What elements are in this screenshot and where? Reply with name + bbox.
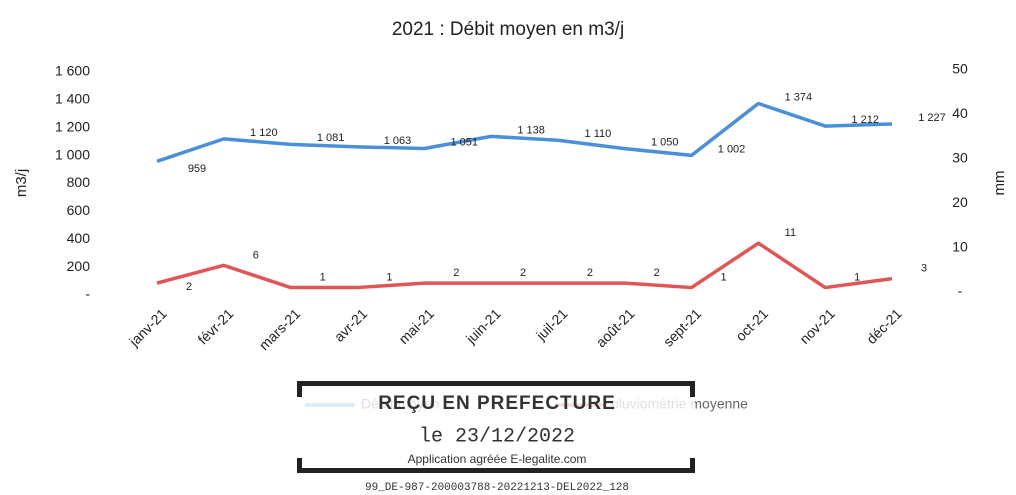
data-label: 1 050 [651, 137, 679, 149]
x-tick-label: mars-21 [256, 305, 304, 353]
x-tick-label: janv-21 [125, 305, 170, 350]
data-label: 3 [921, 263, 927, 275]
y-axis-label: m3/j [13, 169, 30, 197]
x-tick-label: mai-21 [395, 305, 437, 347]
data-label: 1 063 [384, 135, 412, 147]
y-tick-label: 1 200 [55, 118, 90, 134]
y-tick-label: - [85, 286, 90, 302]
data-label: 959 [188, 163, 206, 175]
data-label: 1 [386, 271, 392, 283]
data-label: 2 [654, 267, 660, 279]
data-label: 1 051 [451, 136, 479, 148]
stamp-tick [297, 381, 302, 397]
y2-tick-label: - [958, 283, 963, 299]
x-tick-label: nov-21 [796, 305, 838, 347]
x-tick-label: août-21 [593, 305, 638, 350]
x-tick-label: déc-21 [863, 305, 905, 347]
stamp-app: Application agréée E-legalite.com [408, 452, 587, 466]
data-label: 1 [720, 271, 726, 283]
y2-tick-label: 40 [952, 105, 968, 121]
stamp-tick [690, 458, 695, 473]
series-line [156, 241, 893, 290]
data-label: 2 [186, 281, 192, 293]
stamp-ref: 99_DE-987-200003788-20221213-DEL2022_128 [365, 482, 629, 494]
x-tick-label: avr-21 [331, 305, 371, 345]
stamp-bg [297, 382, 695, 472]
y2-tick-label: 10 [952, 238, 968, 254]
y-tick-label: 1 600 [55, 63, 90, 79]
stamp-date: le 23/12/2022 [419, 425, 575, 448]
data-label: 1 002 [718, 143, 746, 155]
data-label: 1 138 [517, 124, 545, 136]
y-tick-label: 1 400 [55, 91, 90, 107]
x-tick-label: févr-21 [194, 305, 236, 347]
y-tick-label: 600 [67, 202, 91, 218]
y2-axis-label: mm [991, 171, 1008, 196]
stamp-title: REÇU EN PREFECTURE [378, 393, 616, 414]
x-tick-label: oct-21 [732, 305, 771, 344]
data-label: 2 [453, 267, 459, 279]
stamp-bar-top [297, 381, 695, 386]
data-label: 1 [854, 271, 860, 283]
x-tick-label: sept-21 [660, 305, 704, 349]
data-label: 1 [320, 271, 326, 283]
data-label: 1 081 [317, 132, 345, 144]
data-label: 1 374 [785, 91, 813, 103]
data-label: 11 [785, 227, 796, 239]
data-label: 1 227 [918, 112, 946, 124]
stamp-tick [690, 381, 695, 397]
y2-tick-label: 50 [952, 61, 968, 77]
data-label: 1 212 [851, 114, 879, 126]
y-tick-label: 200 [67, 258, 91, 274]
chart-title: 2021 : Débit moyen en m3/j [392, 19, 624, 40]
data-label: 2 [520, 267, 526, 279]
data-label: 2 [587, 267, 593, 279]
data-label: 6 [253, 249, 259, 261]
data-label: 1 120 [250, 127, 278, 139]
stamp-tick [297, 458, 302, 473]
y-tick-label: 800 [67, 174, 91, 190]
data-label: 1 110 [585, 128, 612, 140]
x-tick-label: juil-21 [532, 305, 571, 344]
y2-tick-label: 20 [952, 194, 968, 210]
stamp-bar-bottom [297, 468, 695, 473]
y-tick-label: 1 000 [55, 146, 90, 162]
y2-tick-label: 30 [952, 150, 968, 166]
series-line [156, 101, 893, 163]
x-tick-label: juin-21 [462, 305, 504, 347]
y-tick-label: 400 [67, 230, 91, 246]
